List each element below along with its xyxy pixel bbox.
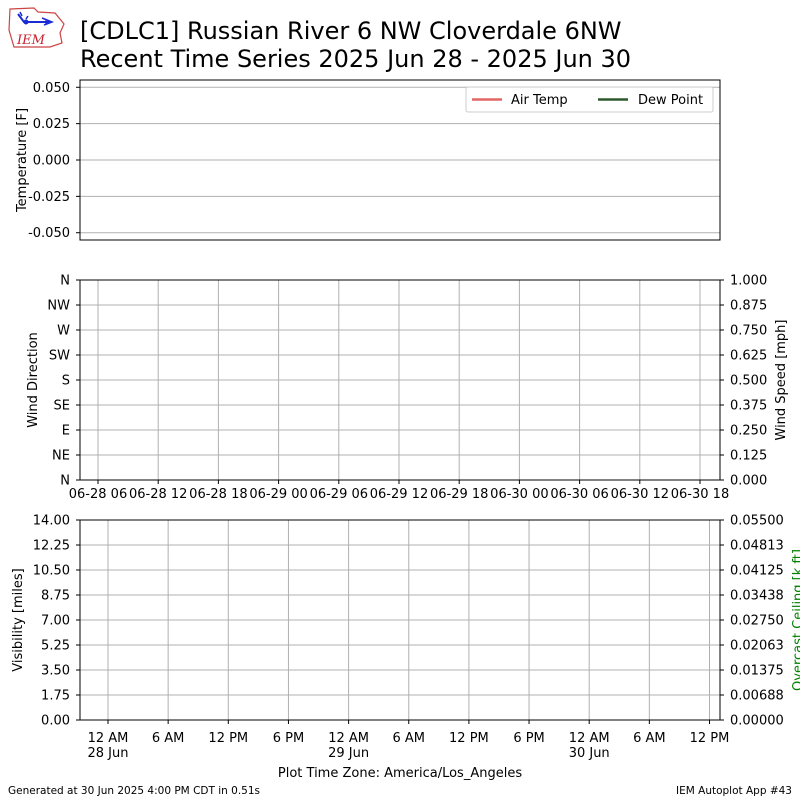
vis-xtick-label: 12 AM (88, 731, 129, 746)
vis-ytick-label: 12.25 (33, 539, 70, 554)
visibility-axis-label: Visibility [miles] (11, 568, 26, 671)
wind-xtick-label: 06-30 18 (671, 487, 729, 502)
legend-label-air-temp: Air Temp (511, 93, 568, 108)
wind-frame (79, 279, 721, 481)
vis-xtick-date-label: 28 Jun (88, 746, 129, 761)
wind-xtick-label: 06-28 18 (189, 487, 247, 502)
vis-ytick-right-label: 0.02063 (730, 639, 784, 654)
vis-ytick-label: 0.00 (41, 714, 70, 729)
vis-ytick-label: 5.25 (41, 639, 70, 654)
temp-ytick-label: -0.025 (28, 190, 70, 205)
vis-ytick-right-label: 0.00000 (730, 714, 784, 729)
vis-ytick-label: 14.00 (33, 514, 70, 529)
vis-frame (79, 519, 721, 721)
wind-xtick-label: 06-28 12 (129, 487, 187, 502)
vis-xtick-label: 12 PM (208, 731, 248, 746)
wind-xtick-label: 06-29 06 (310, 487, 368, 502)
temp-ytick-label: 0.000 (33, 154, 70, 169)
wind-ytick-label: S (62, 374, 70, 389)
wind-direction-axis-label: Wind Direction (26, 332, 41, 428)
vis-xtick-label: 12 PM (690, 731, 730, 746)
temp-ytick-label: 0.025 (33, 117, 70, 132)
iem-logo: IEM (8, 7, 65, 48)
vis-ytick-label: 7.00 (41, 614, 70, 629)
temp-frame (79, 79, 721, 241)
vis-ytick-right-label: 0.01375 (730, 664, 784, 679)
time-zone-axis-label: Plot Time Zone: America/Los_Angeles (278, 766, 522, 781)
wind-xtick-label: 06-29 00 (249, 487, 307, 502)
vis-ytick-label: 3.50 (41, 664, 70, 679)
page-title-line1: [CDLC1] Russian River 6 NW Cloverdale 6N… (80, 17, 622, 45)
vis-xtick-label: 12 AM (328, 731, 369, 746)
wind-ytick-label: N (60, 274, 70, 289)
wind-xtick-label: 06-29 12 (370, 487, 428, 502)
iem-logo-text: IEM (16, 33, 46, 48)
vis-xtick-label: 6 AM (392, 731, 425, 746)
vis-xtick-label: 6 PM (513, 731, 544, 746)
wind-ytick-right-label: 0.750 (730, 324, 767, 339)
wind-ytick-label: N (60, 474, 70, 489)
vis-ytick-right-label: 0.03438 (730, 589, 784, 604)
wind-ytick-right-label: 1.000 (730, 274, 767, 289)
vis-xtick-date-label: 30 Jun (569, 746, 610, 761)
vis-ytick-right-label: 0.00688 (730, 689, 784, 704)
wind-ytick-right-label: 0.000 (730, 474, 767, 489)
ceiling-axis-label: Overcast Ceiling [k ft] (791, 549, 800, 691)
wind-ytick-right-label: 0.625 (730, 349, 767, 364)
wind-ytick-label: W (57, 324, 70, 339)
wind-ytick-right-label: 0.125 (730, 449, 767, 464)
legend-label-dew-point: Dew Point (638, 93, 703, 108)
wind-ytick-label: E (62, 424, 70, 439)
vis-xtick-label: 6 PM (273, 731, 304, 746)
vis-ytick-right-label: 0.04813 (730, 539, 784, 554)
vis-xtick-label: 6 AM (633, 731, 666, 746)
page-title-line2: Recent Time Series 2025 Jun 28 - 2025 Ju… (80, 45, 632, 73)
vis-ytick-right-label: 0.05500 (730, 514, 784, 529)
vis-xtick-date-label: 29 Jun (328, 746, 369, 761)
vis-ytick-label: 10.50 (33, 564, 70, 579)
wind-speed-axis-label: Wind Speed [mph] (774, 320, 789, 441)
vis-ytick-right-label: 0.04125 (730, 564, 784, 579)
vis-xtick-label: 6 AM (152, 731, 185, 746)
wind-ytick-label: NE (52, 449, 70, 464)
footer-app-text: IEM Autoplot App #43 (676, 785, 792, 797)
wind-xtick-label: 06-30 12 (611, 487, 669, 502)
vis-ytick-label: 8.75 (41, 589, 70, 604)
footer-generated-text: Generated at 30 Jun 2025 4:00 PM CDT in … (8, 785, 260, 797)
temp-ytick-label: 0.050 (33, 81, 70, 96)
wind-ytick-label: SW (49, 349, 70, 364)
wind-xtick-label: 06-30 06 (550, 487, 608, 502)
legend-box (465, 86, 714, 113)
wind-ytick-label: SE (54, 399, 70, 414)
vis-xtick-label: 12 PM (449, 731, 489, 746)
wind-xtick-label: 06-28 06 (69, 487, 127, 502)
wind-xtick-label: 06-29 18 (430, 487, 488, 502)
wind-ytick-right-label: 0.875 (730, 299, 767, 314)
vis-ytick-label: 1.75 (41, 689, 70, 704)
wind-xtick-label: 06-30 00 (490, 487, 548, 502)
wind-ytick-label: NW (47, 299, 70, 314)
temperature-axis-label: Temperature [F] (15, 108, 30, 213)
wind-ytick-right-label: 0.250 (730, 424, 767, 439)
vis-xtick-label: 12 AM (569, 731, 610, 746)
wind-ytick-right-label: 0.375 (730, 399, 767, 414)
temp-ytick-label: -0.050 (28, 226, 70, 241)
wind-ytick-right-label: 0.500 (730, 374, 767, 389)
vis-ytick-right-label: 0.02750 (730, 614, 784, 629)
